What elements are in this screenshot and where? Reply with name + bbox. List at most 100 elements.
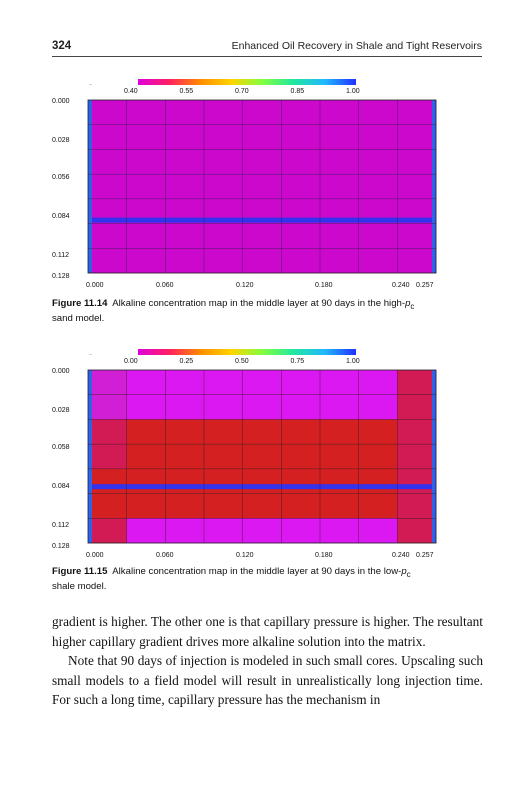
fig1-cell xyxy=(320,248,359,274)
fig2-cell xyxy=(397,370,437,396)
fig1-cell xyxy=(281,100,321,126)
fig2-cell xyxy=(397,493,437,519)
fig2-cell xyxy=(358,444,398,470)
fig1-colorbar-tick: 0.85 xyxy=(291,88,305,95)
fig1-cell xyxy=(126,248,166,274)
fig2-cell xyxy=(165,518,205,544)
fig1-cell xyxy=(88,174,127,200)
figure-11-15-caption-symbol: p xyxy=(401,566,407,577)
fig1-y-tick: 0.056 xyxy=(52,174,70,181)
fig2-cell xyxy=(397,444,437,470)
fig2-cell xyxy=(88,468,127,494)
fig1-y-tick: 0.000 xyxy=(52,98,70,105)
fig2-cell xyxy=(126,444,166,470)
fig2-cell xyxy=(358,493,398,519)
fig1-frame xyxy=(87,99,437,274)
fig2-cell xyxy=(397,518,437,544)
fig2-left-edge xyxy=(88,370,92,543)
fig2-x-tick: 0.120 xyxy=(236,552,254,559)
fig1-cell xyxy=(88,223,127,249)
figure-11-15-label: Figure 11.15 xyxy=(52,566,108,577)
fig1-x-tick: 0.240 xyxy=(392,282,410,289)
fig1-cell xyxy=(397,174,437,200)
fig2-cell xyxy=(320,444,359,470)
fig2-x-tick: 0.060 xyxy=(156,552,174,559)
fig1-cell xyxy=(204,124,243,150)
fig2-cell xyxy=(281,419,321,445)
fig2-colorbar-tick: 0.25 xyxy=(180,358,194,365)
fig2-x-tick: 0.240 xyxy=(392,552,410,559)
figure-11-14-caption-continuation: sand model. xyxy=(52,312,105,324)
fig2-frame xyxy=(87,369,437,544)
fig2-colorbar xyxy=(138,349,356,355)
figure-11-15-caption-text: Alkaline concentration map in the middle… xyxy=(112,566,402,577)
fig1-cell xyxy=(281,149,321,175)
fig1-cell xyxy=(204,174,243,200)
fig2-colorbar-tick: 1.00 xyxy=(346,358,360,365)
fig2-cell xyxy=(126,394,166,420)
fig2-y-tick: 0.084 xyxy=(52,483,70,490)
fig2-right-edge xyxy=(432,370,436,543)
fig2-cell xyxy=(281,493,321,519)
fig1-cell xyxy=(397,100,437,126)
fig2-x-tick: 0.000 xyxy=(86,552,104,559)
fig1-colorbar xyxy=(138,79,356,85)
fig1-cell xyxy=(165,124,205,150)
fig2-cell xyxy=(126,493,166,519)
fig2-cell xyxy=(204,518,243,544)
fig1-cell xyxy=(281,223,321,249)
fig2-cell xyxy=(242,518,282,544)
fig2-colorbar-axis-mark: ı xyxy=(88,354,94,355)
fig1-cell xyxy=(320,223,359,249)
fig1-cell xyxy=(358,124,398,150)
fig1-cell xyxy=(126,100,166,126)
fig1-cell xyxy=(397,223,437,249)
fig2-cell xyxy=(320,518,359,544)
fig2-cell xyxy=(165,444,205,470)
fig1-y-tick: 0.028 xyxy=(52,137,70,144)
fig2-cell xyxy=(204,493,243,519)
fig1-cell xyxy=(204,149,243,175)
fig1-colorbar-tick: 0.55 xyxy=(180,88,194,95)
fig1-cell xyxy=(358,248,398,274)
fig2-y-tick: 0.128 xyxy=(52,543,70,550)
fig2-x-tick: 0.257 xyxy=(416,552,434,559)
fig1-cell xyxy=(242,149,282,175)
fig1-x-tick: 0.257 xyxy=(416,282,434,289)
fig1-cell xyxy=(88,124,127,150)
fig1-cell xyxy=(126,124,166,150)
fig1-x-tick: 0.060 xyxy=(156,282,174,289)
fig2-cell xyxy=(358,370,398,396)
fig1-cell xyxy=(358,100,398,126)
fig1-cell xyxy=(397,149,437,175)
fig2-cell xyxy=(320,468,359,494)
paragraph-2: Note that 90 days of injection is modele… xyxy=(52,653,483,707)
fig2-cell xyxy=(126,419,166,445)
page-header: 324 Enhanced Oil Recovery in Shale and T… xyxy=(52,40,482,57)
fig1-cell xyxy=(88,100,127,126)
fig1-y-tick: 0.112 xyxy=(52,252,69,259)
fig2-cell xyxy=(126,518,166,544)
fig1-cell xyxy=(165,149,205,175)
fig2-colorbar-tick: 0.75 xyxy=(291,358,305,365)
fig2-cell xyxy=(126,468,166,494)
fig1-cell xyxy=(126,223,166,249)
fig1-cell xyxy=(242,100,282,126)
fig2-y-tick: 0.058 xyxy=(52,444,70,451)
fig1-cell xyxy=(358,149,398,175)
fig2-cell xyxy=(88,493,127,519)
fig2-cell xyxy=(281,518,321,544)
fig2-x-tick: 0.180 xyxy=(315,552,333,559)
figure-11-14: ı 0.40 0.55 0.70 0.85 1.00 0.000 0.028 0.056 0.08… xyxy=(52,76,462,294)
fig2-cell xyxy=(165,493,205,519)
fig1-cell xyxy=(204,100,243,126)
fig2-y-tick: 0.000 xyxy=(52,368,70,375)
fig1-cell xyxy=(204,223,243,249)
fig2-cell xyxy=(320,370,359,396)
header-rule xyxy=(52,56,482,57)
fig1-cell xyxy=(320,124,359,150)
fig2-cell xyxy=(165,419,205,445)
fig2-cell xyxy=(204,444,243,470)
figure-11-15-plot: ı 0.00 0.25 0.50 0.75 1.00 0.000 0.028 0.058 0.08… xyxy=(52,349,437,559)
fig1-cell xyxy=(165,248,205,274)
